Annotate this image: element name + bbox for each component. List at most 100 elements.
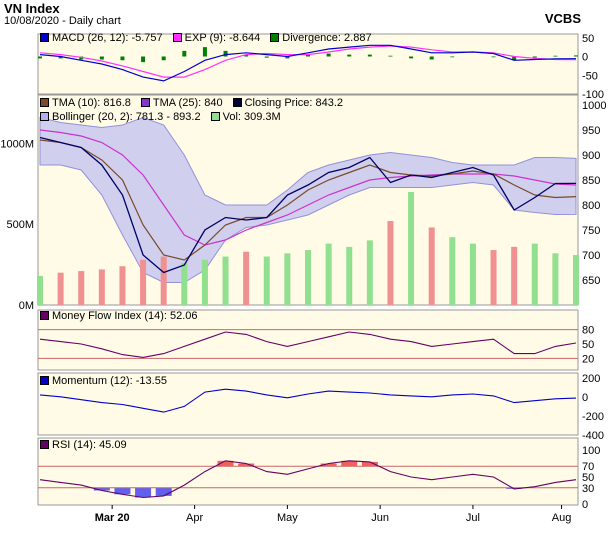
volume-bar <box>57 272 64 305</box>
rsi-overbought-fill <box>217 460 234 467</box>
rsi-overbought-fill <box>341 460 358 467</box>
price-tick-label: 950 <box>582 125 600 137</box>
divergence-bar <box>409 56 414 59</box>
divergence-bar <box>58 56 63 59</box>
rsi-oversold-fill <box>155 487 172 496</box>
price-legend-swatch <box>40 98 49 107</box>
volume-bar <box>222 256 229 305</box>
divergence-bar <box>512 56 517 61</box>
macd-legend-item: Divergence: 2.887 <box>270 32 372 45</box>
volume-bar <box>263 256 270 305</box>
divergence-bar <box>388 55 393 57</box>
macd-panel <box>37 33 579 95</box>
divergence-bar <box>347 54 352 57</box>
volume-bar <box>325 243 332 305</box>
momentum-tick-label: -400 <box>582 430 604 442</box>
divergence-bar <box>182 50 187 57</box>
price-tick-label: 650 <box>582 275 600 287</box>
rsi-legend-item: RSI (14): 45.09 <box>40 439 127 452</box>
rsi-tick-label: 30 <box>582 483 594 495</box>
x-tick-label: May <box>277 512 298 524</box>
volume-bar <box>284 253 291 305</box>
macd-legend-swatch <box>270 33 280 42</box>
volume-bar <box>37 275 43 305</box>
x-tick-label: Jul <box>466 512 480 524</box>
price-legend-item: Vol: 309.3M <box>210 111 281 124</box>
volume-bar <box>140 259 147 305</box>
volume-bar <box>201 259 208 305</box>
volume-bar <box>469 243 476 305</box>
volume-bar <box>490 250 497 305</box>
volume-bar <box>449 237 456 305</box>
macd-tick-label: -50 <box>582 70 598 82</box>
price-legend-item: TMA (25): 840 <box>140 97 223 110</box>
brand-label: VCBS <box>544 11 581 26</box>
x-tick-label: Jun <box>371 512 389 524</box>
divergence-bar <box>326 53 331 57</box>
rsi-oversold-fill <box>93 487 110 491</box>
x-tick-label: Mar 20 <box>95 512 130 524</box>
rsi-line <box>39 460 577 499</box>
divergence-bar <box>367 54 372 57</box>
x-tick-label: Aug <box>552 512 572 524</box>
mfi-legend-label: Money Flow Index (14): 52.06 <box>52 310 198 322</box>
momentum-tick-label: 0 <box>582 392 588 404</box>
macd-tick-label: -100 <box>582 89 604 101</box>
rsi-overbought-fill <box>361 461 378 467</box>
price-legend-item: Closing Price: 843.2 <box>232 97 344 110</box>
divergence-bar <box>532 56 537 58</box>
volume-bar <box>511 246 518 305</box>
mfi-legend-swatch <box>40 311 49 320</box>
divergence-bar <box>285 56 290 59</box>
price-tick-label: 1000 <box>582 100 606 112</box>
divergence-bar <box>491 56 496 58</box>
macd-line <box>39 44 577 82</box>
price-legend-label: TMA (10): 816.8 <box>52 97 131 109</box>
divergence-bar <box>99 56 104 60</box>
rsi-overbought-fill <box>238 463 255 467</box>
volume-bar <box>98 269 105 305</box>
macd-tick-label: 50 <box>582 33 594 45</box>
divergence-bar <box>120 56 125 61</box>
x-tick-label: Apr <box>186 512 203 524</box>
volume-bar <box>552 253 559 305</box>
macd-legend-label: MACD (26, 12): -5.757 <box>52 32 163 44</box>
divergence-bar <box>264 56 269 58</box>
momentum-line <box>39 388 577 413</box>
rsi-legend: RSI (14): 45.09 <box>40 439 137 452</box>
volume-tick-label: 500M <box>6 219 34 231</box>
volume-bar <box>160 256 167 305</box>
macd-legend-swatch <box>172 33 182 42</box>
price-legend-row-2: Bollinger (20, 2): 781.3 - 893.2 Vol: 309… <box>40 111 291 124</box>
price-legend-swatch <box>210 112 220 121</box>
volume-bar <box>346 246 353 305</box>
macd-legend: MACD (26, 12): -5.757 EXP (9): -8.644 Dive… <box>40 32 382 45</box>
divergence-bar <box>38 56 42 59</box>
mfi-legend: Money Flow Index (14): 52.06 <box>40 310 208 323</box>
momentum-legend-swatch <box>40 376 49 385</box>
momentum-legend-label: Momentum (12): -13.55 <box>52 375 167 387</box>
mfi-legend-item: Money Flow Index (14): 52.06 <box>40 310 198 323</box>
rsi-tick-label: 70 <box>582 461 594 473</box>
divergence-bar <box>306 54 310 57</box>
volume-bar <box>408 191 415 305</box>
price-legend-swatch <box>140 98 150 107</box>
price-legend-label: Closing Price: 843.2 <box>244 97 344 109</box>
divergence-bar <box>574 55 578 57</box>
rsi-tick-label: 100 <box>582 445 600 457</box>
closing-price-line <box>39 136 577 274</box>
rsi-legend-swatch <box>40 440 49 449</box>
divergence-bar <box>429 56 434 60</box>
momentum-legend: Momentum (12): -13.55 <box>40 375 177 388</box>
price-legend-label: Bollinger (20, 2): 781.3 - 893.2 <box>52 111 201 123</box>
volume-bar <box>243 251 250 305</box>
rsi-tick-label: 0 <box>582 499 588 511</box>
divergence-bar <box>79 56 84 60</box>
rsi-overbought-fill <box>320 463 337 467</box>
rsi-oversold-fill <box>135 487 152 498</box>
divergence-bar <box>223 50 228 57</box>
volume-tick-label: 0M <box>19 300 34 312</box>
volume-bar <box>305 250 311 305</box>
macd-tick-label: 0 <box>582 52 588 64</box>
price-legend-item: Bollinger (20, 2): 781.3 - 893.2 <box>40 111 201 124</box>
